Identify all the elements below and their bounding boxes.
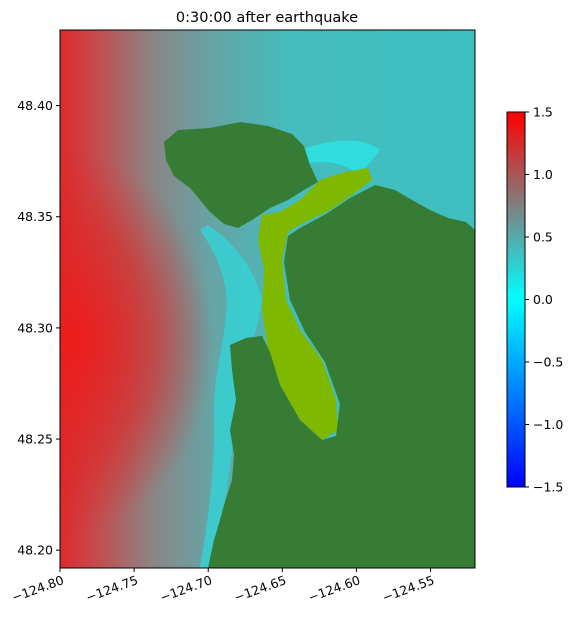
y-tick-label: 48.20: [17, 543, 53, 558]
nearshore-band-north: [300, 140, 380, 175]
peninsula-west: [232, 336, 266, 385]
nearshore-band-south: [200, 225, 262, 568]
x-axis: −124.80 −124.75 −124.70 −124.65 −124.60 −124.…: [10, 568, 436, 605]
x-tick-label: −124.65: [232, 572, 288, 605]
x-tick-label: −124.55: [380, 572, 436, 605]
chart-title: 0:30:00 after earthquake: [176, 10, 358, 26]
y-axis: 48.20 48.25 48.30 48.35 48.40: [17, 98, 60, 558]
colorbar-tick-label: 0.0: [533, 292, 553, 307]
colorbar-tick-label: −1.5: [533, 480, 563, 495]
x-tick-label: −124.60: [306, 572, 362, 605]
axes-frame: [59, 29, 476, 569]
colorbar-tick-label: 1.0: [533, 167, 553, 182]
x-tick-label: −124.70: [158, 572, 214, 605]
y-tick-label: 48.35: [17, 209, 53, 224]
y-tick-label: 48.30: [17, 320, 53, 335]
colorbar-tick-label: 0.5: [533, 230, 553, 245]
colorbar-axis: 1.5 1.0 0.5 0.0 −0.5 −1.0 −1.5: [525, 105, 563, 495]
x-tick-label: −124.80: [10, 572, 66, 605]
y-tick-label: 48.40: [17, 98, 53, 113]
colorbar-tick-label: 1.5: [533, 105, 553, 120]
colorbar: [506, 111, 526, 488]
north-island: [164, 122, 318, 228]
colorbar-tick-label: −0.5: [533, 355, 563, 370]
mainland-east: [208, 185, 475, 568]
plot-area: [60, 30, 475, 568]
x-tick-label: −124.75: [84, 572, 140, 605]
colorbar-tick-label: −1.0: [533, 417, 563, 432]
y-tick-label: 48.25: [17, 432, 53, 447]
onshore-inundation: [258, 168, 372, 440]
